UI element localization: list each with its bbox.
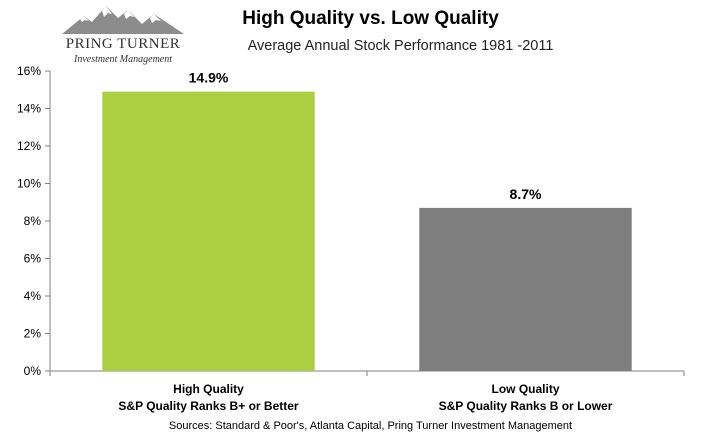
y-tick-label: 8% — [24, 214, 42, 228]
bar — [419, 207, 632, 371]
logo-name: PRING TURNER — [65, 36, 181, 52]
y-tick-label: 4% — [24, 289, 42, 303]
y-tick-label: 6% — [24, 252, 42, 266]
y-tick-label: 12% — [17, 139, 41, 153]
company-logo: PRING TURNER Investment Management — [58, 2, 188, 68]
x-category-label: High Quality — [173, 382, 244, 396]
y-tick-label: 10% — [17, 177, 41, 191]
data-label: 14.9% — [189, 70, 229, 86]
x-category-label: S&P Quality Ranks B or Lower — [439, 399, 613, 413]
logo-tagline: Investment Management — [73, 54, 173, 65]
source-note: Sources: Standard & Poor's, Atlanta Capi… — [168, 420, 573, 432]
bar — [102, 91, 315, 371]
y-tick-label: 0% — [24, 364, 42, 378]
y-tick-label: 2% — [24, 327, 42, 341]
mountain-logo-icon — [62, 6, 184, 34]
chart-title: High Quality vs. Low Quality — [242, 8, 499, 29]
x-category-label: Low Quality — [491, 382, 559, 396]
data-label: 8.7% — [510, 186, 542, 202]
y-tick-label: 14% — [17, 102, 41, 116]
y-tick-label: 16% — [17, 64, 41, 78]
x-category-label: S&P Quality Ranks B+ or Better — [118, 399, 299, 413]
chart-subtitle: Average Annual Stock Performance 1981 -2… — [247, 38, 554, 54]
